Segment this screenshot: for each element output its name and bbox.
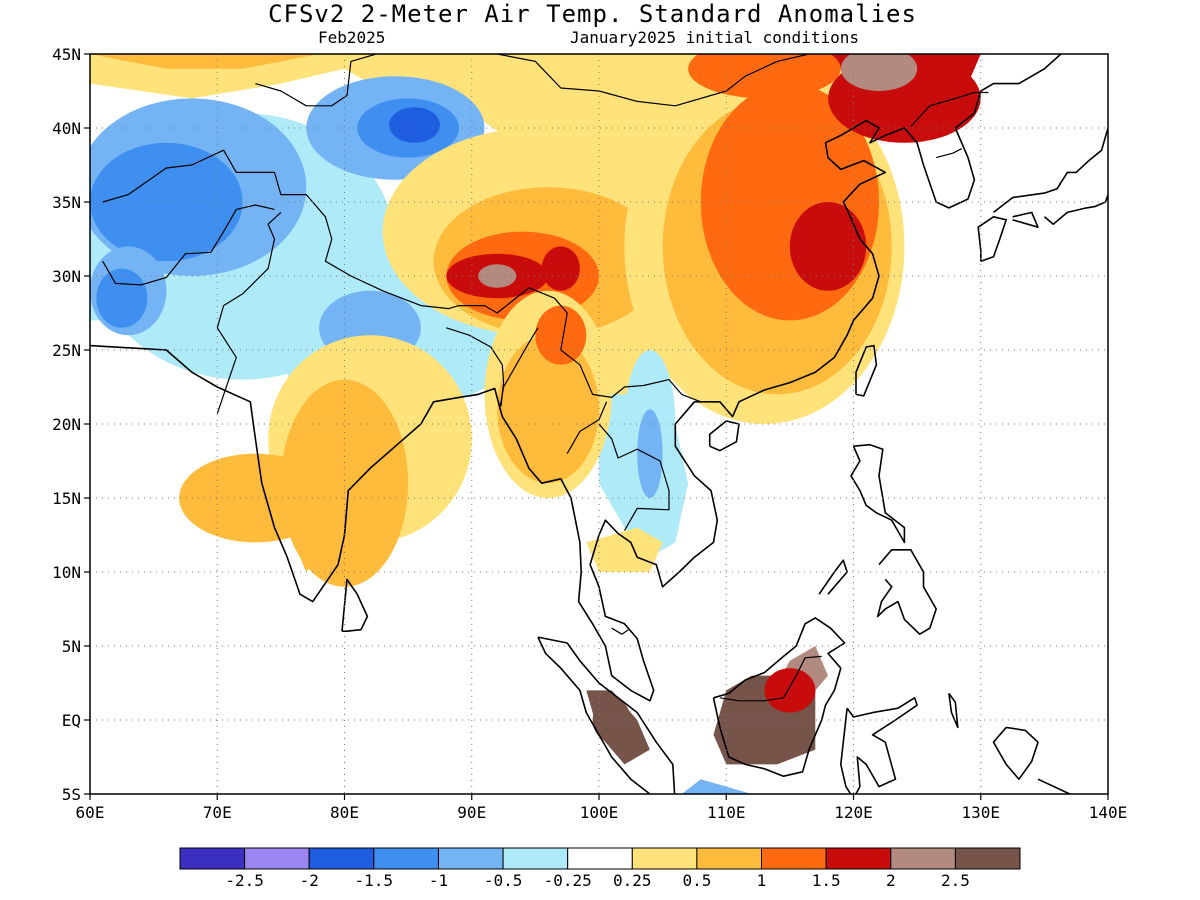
coastline-16 bbox=[948, 692, 959, 729]
lon-label: 100E bbox=[580, 803, 619, 822]
anomaly-cell-21 bbox=[497, 335, 599, 484]
anomaly-cell-11 bbox=[280, 379, 409, 587]
colorbar-label-1: -2 bbox=[300, 871, 319, 890]
colorbar: -2.5 -2 -1.5 -1 -0.5 -0.25 0.25 0.5 1 1.5 2 2.5 bbox=[179, 847, 1021, 890]
coastline-11 bbox=[1012, 211, 1039, 228]
colorbar-label-4: -0.5 bbox=[484, 871, 523, 890]
border-1 bbox=[102, 204, 275, 286]
colorbar-swatch-11 bbox=[890, 847, 956, 870]
lon-label: 110E bbox=[707, 803, 746, 822]
border-4 bbox=[216, 211, 282, 414]
border-6 bbox=[499, 327, 539, 410]
coastline-1 bbox=[341, 578, 369, 633]
colorbar-label-7: 0.5 bbox=[682, 871, 711, 890]
lon-label: 120E bbox=[834, 803, 873, 822]
initial-conditions: January2025 initial conditions bbox=[570, 28, 859, 47]
anomaly-region-6 bbox=[90, 54, 320, 69]
border-7 bbox=[598, 423, 670, 531]
coastline-3 bbox=[855, 344, 878, 397]
colorbar-label-8: 1 bbox=[757, 871, 767, 890]
lat-label: 15N bbox=[52, 489, 81, 508]
anomaly-cell-29 bbox=[688, 54, 841, 99]
coastline-12 bbox=[993, 127, 1108, 214]
lat-label: 30N bbox=[52, 267, 81, 286]
colorbar-label-0: -2.5 bbox=[225, 871, 264, 890]
colorbar-swatch-0 bbox=[179, 847, 246, 870]
anomaly-cell-31 bbox=[637, 409, 663, 498]
border-10 bbox=[910, 91, 989, 127]
colorbar-swatch-1 bbox=[244, 847, 310, 870]
lon-label: 70E bbox=[203, 803, 232, 822]
colorbar-swatch-7 bbox=[631, 847, 698, 870]
lat-label: 5S bbox=[62, 785, 81, 804]
coastline-8 bbox=[876, 548, 938, 636]
lat-label: 45N bbox=[52, 45, 81, 64]
colorbar-swatch-10 bbox=[825, 847, 892, 870]
lat-label: 40N bbox=[52, 119, 81, 138]
coastline-15 bbox=[1037, 778, 1073, 794]
border-8 bbox=[566, 401, 608, 454]
border-9 bbox=[611, 627, 629, 635]
colorbar-swatch-5 bbox=[502, 847, 569, 870]
lat-label: 20N bbox=[52, 415, 81, 434]
colorbar-label-6: 0.25 bbox=[613, 871, 652, 890]
lon-label: 130E bbox=[961, 803, 1000, 822]
forecast-month: Feb2025 bbox=[318, 28, 386, 47]
border-12 bbox=[719, 655, 822, 702]
colorbar-label-3: -1 bbox=[429, 871, 448, 890]
anomaly-cell-34 bbox=[764, 668, 816, 713]
colorbar-label-5: -0.25 bbox=[544, 871, 592, 890]
lat-label: 35N bbox=[52, 193, 81, 212]
coastline-13 bbox=[1043, 194, 1108, 225]
colorbar-swatch-2 bbox=[308, 847, 375, 870]
map-title: CFSv2 2-Meter Air Temp. Standard Anomali… bbox=[268, 0, 917, 28]
coastline-14 bbox=[992, 726, 1039, 781]
anomaly-cell-19 bbox=[541, 246, 580, 291]
coastline-4 bbox=[537, 636, 676, 794]
anomaly-cell-26 bbox=[789, 202, 867, 291]
border-0 bbox=[102, 149, 702, 403]
anomaly-cell-18 bbox=[478, 264, 517, 288]
lon-label: 90E bbox=[457, 803, 486, 822]
coastlines bbox=[90, 54, 1108, 794]
anomaly-cell-22 bbox=[535, 305, 587, 365]
lat-label: 5N bbox=[62, 637, 81, 656]
border-5 bbox=[446, 327, 505, 407]
lon-label: 80E bbox=[330, 803, 359, 822]
anomaly-cell-2 bbox=[90, 142, 243, 262]
colorbar-label-11: 2.5 bbox=[941, 871, 970, 890]
anomaly-region-15 bbox=[681, 779, 752, 794]
lat-label: 25N bbox=[52, 341, 81, 360]
lon-label: 60E bbox=[76, 803, 105, 822]
colorbar-swatch-9 bbox=[761, 847, 827, 870]
anomaly-region-14 bbox=[586, 527, 663, 572]
border-3 bbox=[496, 54, 810, 107]
colorbar-swatch-3 bbox=[373, 847, 439, 870]
anomaly-cell-5 bbox=[389, 107, 440, 143]
lat-label: 10N bbox=[52, 563, 81, 582]
anomaly-cell-13 bbox=[179, 453, 332, 543]
colorbar-label-2: -1.5 bbox=[355, 871, 394, 890]
colorbar-swatch-12 bbox=[954, 847, 1021, 870]
lon-label: 140E bbox=[1089, 803, 1128, 822]
colorbar-label-9: 1.5 bbox=[812, 871, 841, 890]
anomaly-cell-28 bbox=[840, 54, 918, 91]
coastline-6 bbox=[839, 696, 918, 794]
anomaly-cell-33 bbox=[592, 697, 631, 743]
anomaly-field bbox=[90, 54, 1108, 794]
coastline-9 bbox=[818, 559, 848, 595]
border-11 bbox=[936, 148, 962, 159]
colorbar-swatch-8 bbox=[696, 847, 763, 870]
lat-label: EQ bbox=[62, 711, 81, 730]
coastline-0 bbox=[90, 54, 1062, 702]
colorbar-label-10: 2 bbox=[886, 871, 896, 890]
colorbar-swatch-4 bbox=[438, 847, 504, 870]
coastline-7 bbox=[850, 443, 906, 544]
coastline-5 bbox=[712, 617, 846, 778]
colorbar-swatch-6 bbox=[567, 847, 633, 870]
border-2 bbox=[255, 54, 377, 107]
anomaly-cell-9 bbox=[96, 268, 148, 328]
